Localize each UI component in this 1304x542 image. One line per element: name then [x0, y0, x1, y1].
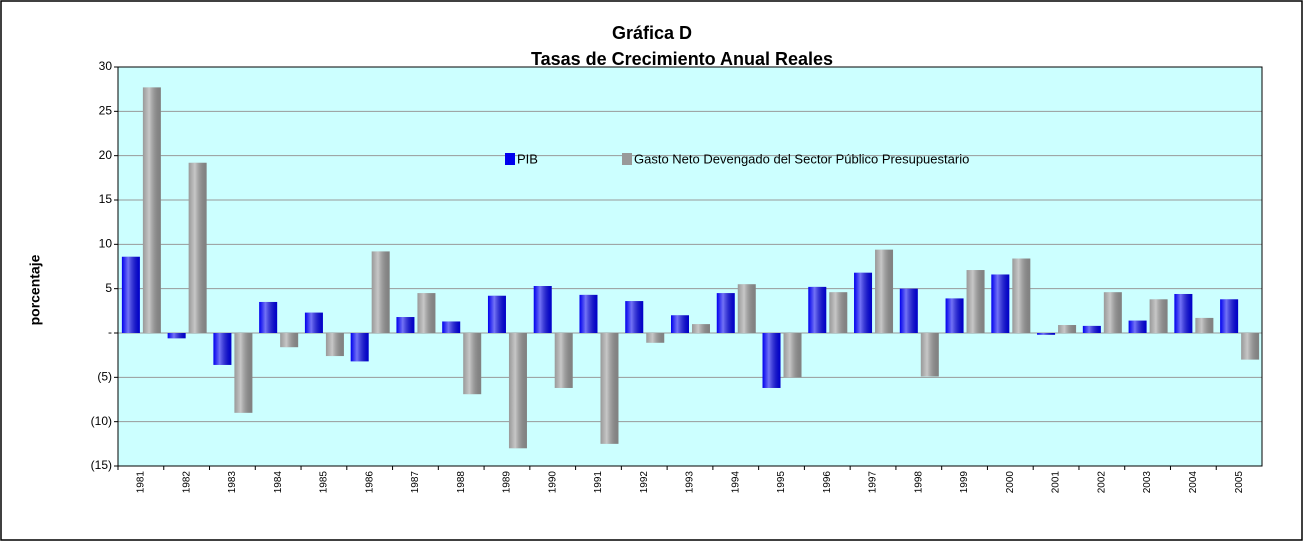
x-tick-label: 1991 — [593, 471, 604, 494]
bar-shine — [692, 324, 710, 333]
legend-swatch — [505, 153, 515, 165]
bar-shine — [808, 286, 827, 333]
bar-shine — [1058, 325, 1077, 333]
legend-swatch — [622, 153, 632, 165]
y-axis-label: porcentaje — [27, 254, 43, 325]
x-tick-label: 1999 — [959, 471, 970, 494]
x-tick-label: 1984 — [273, 471, 284, 494]
bar-shine — [579, 294, 598, 333]
bar-shine — [259, 301, 278, 333]
x-tick-label: 1982 — [181, 471, 192, 494]
bar-shine — [213, 333, 232, 365]
x-tick-label: 1986 — [364, 471, 375, 494]
bar-shine — [783, 333, 802, 378]
y-tick-label: 5 — [105, 281, 112, 295]
bar-shine — [829, 292, 848, 333]
x-tick-label: 2001 — [1051, 471, 1062, 494]
x-tick-label: 1995 — [776, 471, 787, 494]
bar-shine — [371, 251, 390, 333]
bar-shine — [442, 321, 461, 333]
bar-shine — [234, 333, 253, 413]
bar-shine — [304, 312, 323, 333]
bar-shine — [625, 301, 644, 333]
chart-title: Gráfica D — [612, 23, 692, 43]
x-tick-label: 1998 — [913, 471, 924, 494]
legend-label: Gasto Neto Devengado del Sector Público … — [634, 151, 969, 166]
y-tick-label: (15) — [91, 458, 112, 472]
y-tick-label: - — [108, 325, 112, 339]
x-tick-label: 1997 — [868, 471, 879, 494]
bar-shine — [280, 333, 299, 348]
x-tick-label: 1983 — [227, 471, 238, 494]
bar-shine — [1082, 325, 1101, 333]
bar-shine — [167, 333, 186, 339]
x-tick-label: 2002 — [1096, 471, 1107, 494]
bar-shine — [1195, 317, 1214, 333]
bar-shine — [1103, 292, 1122, 333]
legend-label: PIB — [517, 151, 538, 166]
bar-shine — [991, 274, 1010, 333]
x-tick-label: 1993 — [685, 471, 696, 494]
bar-shine — [600, 333, 619, 444]
x-tick-label: 1996 — [822, 471, 833, 494]
bar-shine — [142, 87, 161, 333]
x-tick-label: 1981 — [136, 471, 147, 494]
bar-shine — [396, 317, 415, 333]
bar-shine — [920, 333, 939, 377]
bar-shine — [188, 162, 207, 333]
bar-shine — [1174, 293, 1193, 333]
x-tick-label: 1988 — [456, 471, 467, 494]
bar-shine — [121, 256, 140, 333]
x-tick-label: 1994 — [730, 471, 741, 494]
bar-shine — [325, 333, 344, 357]
bar-shine — [646, 333, 665, 343]
x-tick-label: 2005 — [1234, 471, 1245, 494]
bar-shine — [737, 284, 756, 333]
bar-shine — [1037, 333, 1056, 335]
x-tick-label: 1992 — [639, 471, 650, 494]
bar-shine — [875, 249, 894, 333]
y-tick-label: (10) — [91, 414, 112, 428]
y-tick-label: 10 — [99, 237, 113, 251]
bar-shine — [899, 288, 918, 333]
y-tick-label: 30 — [99, 59, 113, 73]
bar-shine — [1012, 258, 1031, 333]
bar-shine — [1241, 333, 1260, 360]
y-tick-label: 20 — [99, 148, 113, 162]
bar-shine — [966, 270, 985, 333]
bar-shine — [945, 298, 964, 333]
bar-shine — [554, 333, 573, 388]
bar-shine — [1128, 320, 1147, 333]
x-tick-label: 2003 — [1142, 471, 1153, 494]
bar-shine — [716, 293, 735, 333]
bar-shine — [1149, 299, 1168, 333]
plot-area — [118, 67, 1262, 466]
y-tick-label: (5) — [97, 370, 112, 384]
x-tick-label: 1990 — [547, 471, 558, 494]
x-tick-label: 2000 — [1005, 471, 1016, 494]
x-tick-label: 2004 — [1188, 471, 1199, 494]
y-tick-label: 25 — [99, 104, 113, 118]
x-tick-label: 1987 — [410, 471, 421, 494]
bar-shine — [854, 272, 873, 333]
y-tick-label: 15 — [99, 192, 113, 206]
chart-subtitle: Tasas de Crecimiento Anual Reales — [531, 49, 833, 69]
bar-shine — [487, 295, 506, 333]
bar-shine — [671, 315, 689, 333]
bar-shine — [1220, 299, 1239, 333]
bar-shine — [762, 333, 781, 388]
x-tick-label: 1989 — [502, 471, 513, 494]
bar-shine — [417, 293, 436, 333]
bar-shine — [350, 333, 369, 362]
bar-shine — [533, 286, 552, 333]
bar-shine — [463, 333, 482, 395]
bar-shine — [508, 333, 527, 449]
x-tick-label: 1985 — [319, 471, 330, 494]
